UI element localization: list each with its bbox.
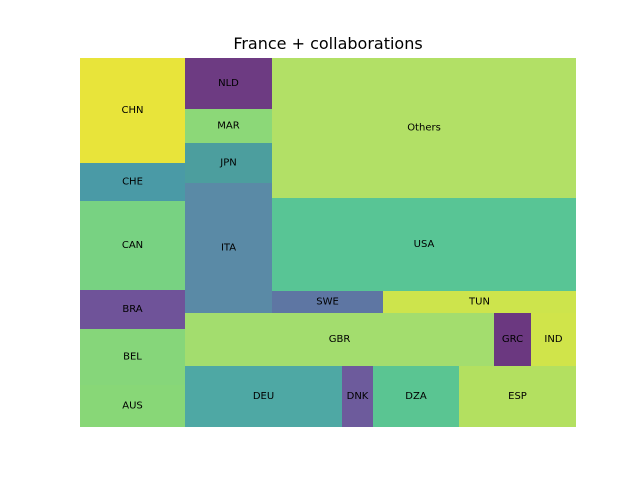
treemap-label-gbr: GBR [329, 334, 351, 345]
treemap-cell-che [80, 163, 185, 201]
treemap-label-bra: BRA [122, 304, 142, 315]
treemap-label-grc: GRC [502, 334, 523, 345]
treemap-cell-dza [373, 366, 459, 427]
treemap-cell-ita [185, 183, 272, 313]
treemap-cell-can [80, 201, 185, 290]
treemap-label-swe: SWE [316, 297, 339, 308]
treemap-label-jpn: JPN [219, 158, 236, 169]
treemap-label-usa: USA [414, 239, 435, 250]
treemap-label-can: CAN [122, 240, 143, 251]
treemap-label-others: Others [407, 123, 441, 134]
treemap-cell-deu [185, 366, 342, 427]
treemap-label-esp: ESP [508, 391, 527, 402]
treemap-cell-others [272, 58, 576, 198]
treemap-label-deu: DEU [253, 391, 274, 402]
treemap-cell-ind [531, 313, 576, 366]
treemap-cell-grc [494, 313, 531, 366]
treemap-label-tun: TUN [468, 297, 490, 308]
treemap-cell-bel [80, 329, 185, 385]
treemap-label-che: CHE [122, 177, 143, 188]
treemap-label-bel: BEL [123, 352, 142, 363]
treemap-label-ind: IND [544, 334, 562, 345]
treemap-label-ita: ITA [221, 243, 236, 254]
treemap-cell-tun [383, 291, 576, 313]
treemap-cell-gbr [185, 313, 494, 366]
treemap-cell-dnk [342, 366, 373, 427]
treemap-label-mar: MAR [217, 121, 239, 132]
treemap-label-aus: AUS [122, 401, 143, 412]
treemap-cell-esp [459, 366, 576, 427]
treemap-cells: CHN CHE CAN BRA BEL AUS NLD MAR JPN ITA Others USA S… [80, 58, 576, 427]
treemap-label-chn: CHN [122, 105, 144, 116]
treemap-label-nld: NLD [218, 78, 239, 89]
treemap-cell-swe [272, 291, 383, 313]
chart-title: France + collaborations [233, 34, 422, 53]
treemap-cell-chn [80, 58, 185, 163]
treemap-cell-aus [80, 385, 185, 427]
treemap-cell-jpn [185, 143, 272, 183]
treemap-label-dza: DZA [405, 391, 427, 402]
treemap-cell-bra [80, 290, 185, 329]
treemap-label-dnk: DNK [347, 391, 369, 402]
treemap-cell-mar [185, 109, 272, 143]
treemap-cell-nld [185, 58, 272, 109]
treemap-cell-usa [272, 198, 576, 291]
